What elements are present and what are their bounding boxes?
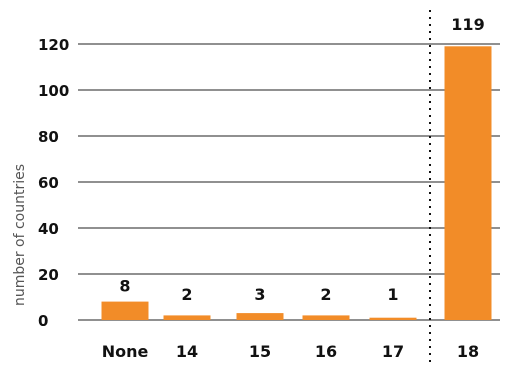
y-tick-label: 40 — [38, 220, 59, 238]
data-label: 2 — [181, 285, 192, 304]
bar-15 — [236, 313, 284, 320]
bar-None — [101, 301, 149, 320]
category-label: 15 — [249, 342, 271, 361]
data-label: 1 — [387, 285, 398, 304]
data-label: 3 — [254, 285, 265, 304]
y-tick-label: 0 — [38, 312, 48, 330]
bar-14 — [163, 315, 211, 320]
category-label: None — [102, 342, 149, 361]
y-axis-label: number of countries — [12, 164, 28, 306]
y-tick-label: 80 — [38, 128, 59, 146]
y-tick-label: 120 — [38, 36, 69, 54]
y-tick-label: 100 — [38, 82, 69, 100]
category-label: 18 — [457, 342, 479, 361]
y-tick-label: 20 — [38, 266, 59, 284]
data-label: 119 — [451, 15, 484, 34]
data-label: 2 — [320, 285, 331, 304]
y-tick-label: 60 — [38, 174, 59, 192]
category-label: 16 — [315, 342, 337, 361]
gridlines — [78, 43, 500, 321]
category-label: 14 — [176, 342, 198, 361]
bars — [101, 46, 492, 321]
data-labels: 8 2 3 2 1 119 — [119, 15, 484, 304]
y-axis-ticks: 0 20 40 60 80 100 120 — [38, 36, 69, 330]
bar-17 — [369, 317, 417, 320]
x-axis-categories: None 14 15 16 17 18 — [102, 342, 479, 361]
data-label: 8 — [119, 277, 130, 296]
bar-16 — [302, 315, 350, 320]
bar-18 — [444, 46, 492, 321]
category-label: 17 — [382, 342, 404, 361]
